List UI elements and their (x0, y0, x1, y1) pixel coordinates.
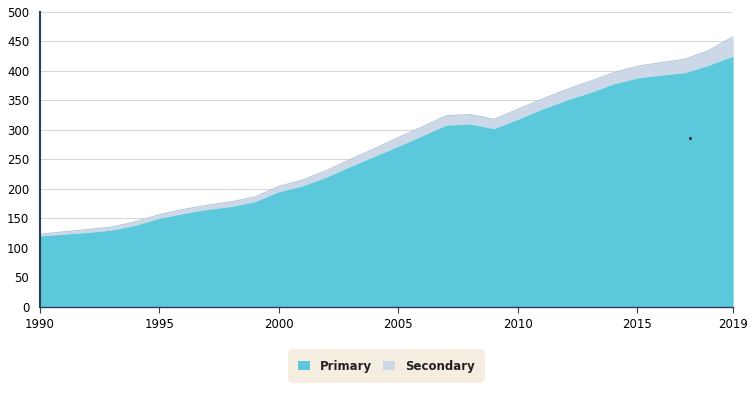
Legend: Primary, Secondary: Primary, Secondary (294, 355, 479, 377)
